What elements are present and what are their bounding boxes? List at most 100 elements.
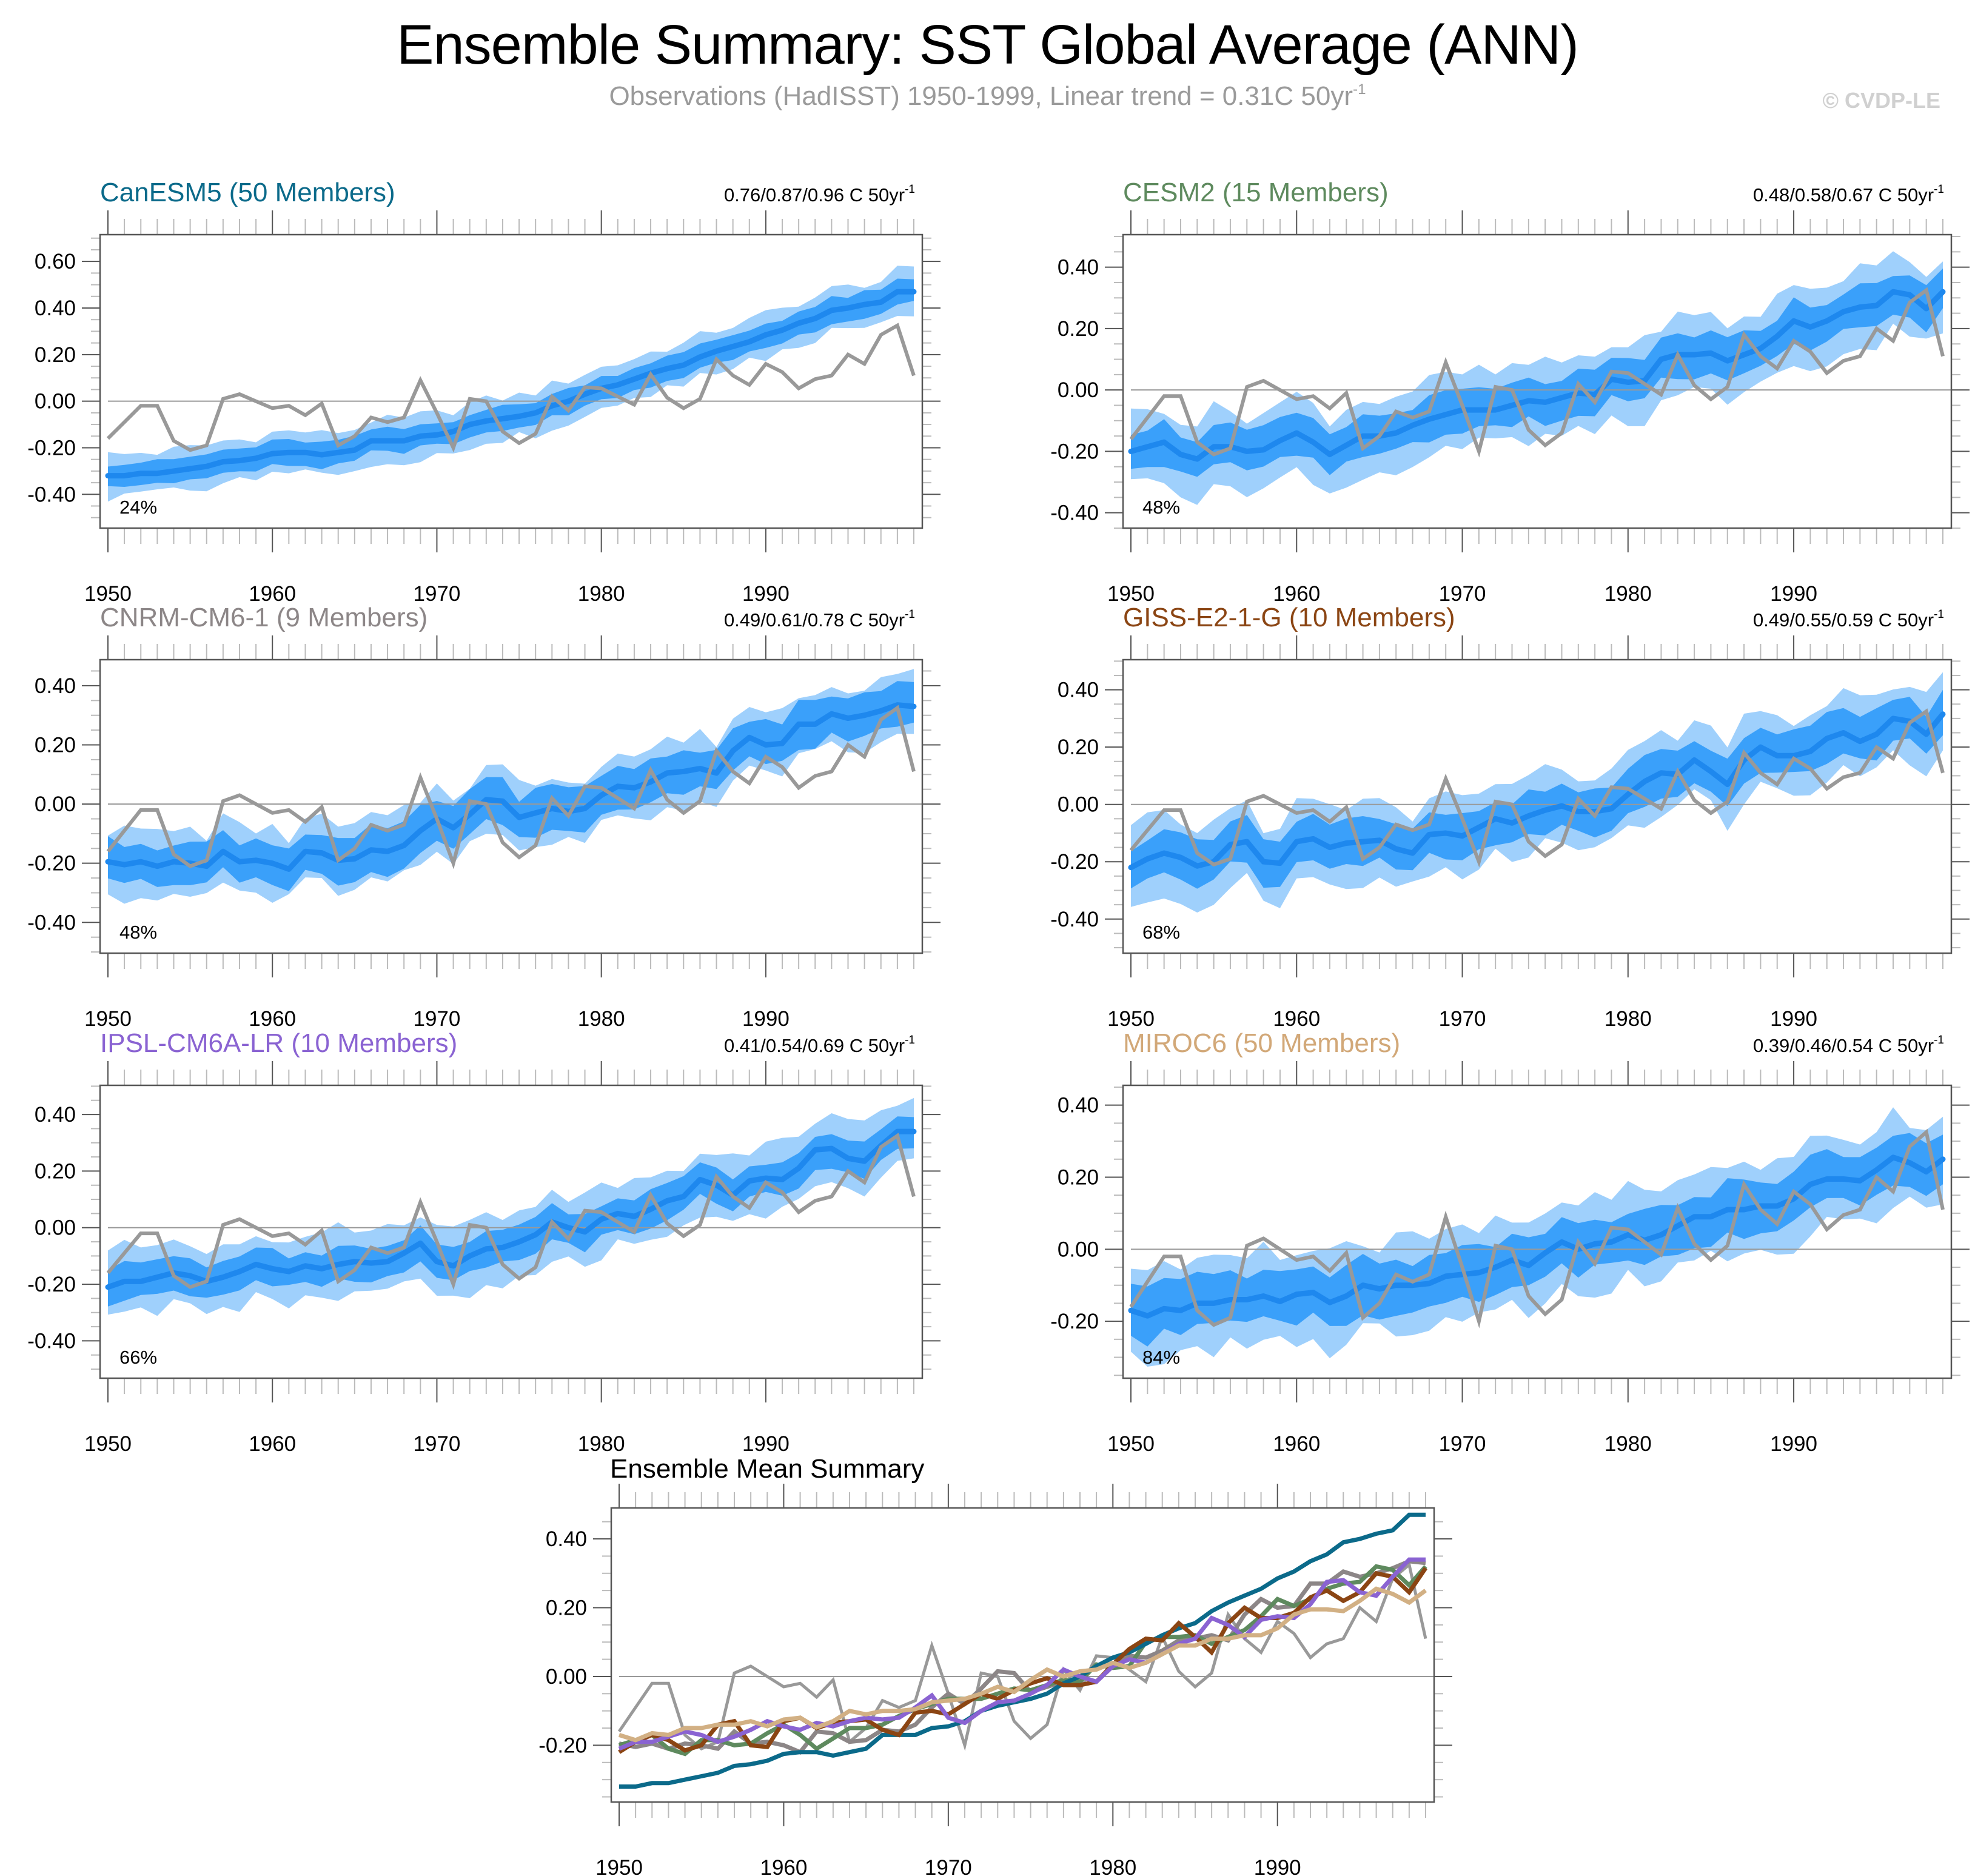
x-tick-label: 1980 [578,582,625,606]
y-tick-label: 0.40 [1058,678,1099,702]
trend-text: 0.49/0.61/0.78 C 50yr [724,609,905,631]
y-tick-label: -0.40 [27,483,76,506]
x-tick-label: 1960 [1273,582,1320,606]
copyright-label: © CVDP-LE [1822,88,1940,113]
trend-superscript: -1 [1934,1034,1944,1047]
x-tick-label: 1990 [1254,1856,1301,1876]
panel-title: CESM2 (15 Members) [1123,178,1389,207]
panel-ensemble-mean-summary: Ensemble Mean Summary 1950 1960 1970 1980 199… [538,1454,1452,1876]
x-tick-label: 1980 [578,1432,625,1456]
band-inner [108,681,914,891]
summary-title: Ensemble Mean Summary [610,1454,924,1484]
ensemble-mean-line [105,289,917,479]
y-tick-label: -0.40 [27,911,76,934]
summary-line-canesm5 [619,1512,1426,1789]
trend-label: 0.49/0.61/0.78 C 50yr-1 [724,608,915,631]
x-tick-label: 1950 [84,1432,132,1456]
x-tick-label: 1970 [1439,1432,1486,1456]
x-tick-label: 1990 [1770,1432,1817,1456]
y-tick-label: -0.40 [1050,501,1099,525]
y-tick-label: 0.00 [546,1665,587,1689]
y-tick-label: -0.20 [27,436,76,460]
band-inner [108,278,914,487]
band-inner [108,1116,914,1307]
x-tick-label: 1990 [742,1007,790,1031]
trend-superscript: -1 [905,1034,915,1047]
panel-miroc6: MIROC6 (50 Members) 0.39/0.46/0.54 C 50yr… [1050,1028,1970,1456]
panel-title: MIROC6 (50 Members) [1123,1028,1400,1058]
percent-label: 24% [119,497,157,518]
x-tick-label: 1970 [925,1856,972,1876]
subtitle-superscript: -1 [1353,81,1366,98]
plot-frame [99,658,924,954]
y-tick-label: 0.40 [35,1103,76,1127]
observations-line [106,705,916,869]
x-tick-label: 1990 [1770,582,1817,606]
trend-superscript: -1 [905,608,915,621]
y-tick-label: 0.20 [1058,317,1099,341]
y-tick-label: 0.20 [35,734,76,757]
y-tick-label: 0.20 [1058,735,1099,759]
panel-giss-e2-1-g: GISS-E2-1-G (10 Members) 0.49/0.55/0.59 C… [1050,603,1970,1031]
band-inner [1131,1133,1943,1347]
y-tick-label: 0.20 [35,343,76,367]
x-tick-label: 1990 [742,582,790,606]
y-tick-label: 0.00 [35,1216,76,1240]
ensemble-mean-line [105,702,917,872]
subtitle-text: Observations (HadISST) 1950-1999, Linear… [609,81,1353,112]
subtitle: Observations (HadISST) 1950-1999, Linear… [0,81,1975,112]
x-tick-label: 1960 [249,582,296,606]
x-tick-label: 1970 [1439,1007,1486,1031]
y-tick-label: 0.00 [1058,378,1099,402]
y-tick-label: -0.20 [1050,850,1099,874]
observations-line [1129,1128,1945,1328]
x-tick-label: 1950 [1107,582,1155,606]
x-tick-label: 1970 [414,1432,461,1456]
y-tick-label: 0.00 [35,792,76,816]
trend-text: 0.76/0.87/0.96 C 50yr [724,184,905,206]
y-tick-label: 0.40 [1058,1094,1099,1117]
percent-label: 84% [1142,1347,1180,1368]
y-tick-label: 0.40 [35,674,76,698]
percent-label: 68% [1142,922,1180,943]
y-tick-label: 0.00 [1058,793,1099,817]
main-title: Ensemble Summary: SST Global Average (AN… [397,14,1579,76]
observations-line [1129,287,1945,458]
panel-cnrm-cm6-1: CNRM-CM6-1 (9 Members) 0.49/0.61/0.78 C 5… [27,603,941,1031]
trend-superscript: -1 [905,183,915,196]
plot-frame [99,1084,924,1379]
x-tick-label: 1980 [578,1007,625,1031]
panel-title: CanESM5 (50 Members) [100,178,395,207]
y-tick-label: 0.00 [1058,1238,1099,1261]
x-tick-label: 1960 [1273,1432,1320,1456]
ensemble-mean-line [105,1128,917,1290]
trend-text: 0.41/0.54/0.69 C 50yr [724,1035,905,1056]
x-tick-label: 1970 [414,582,461,606]
trend-label: 0.76/0.87/0.96 C 50yr-1 [724,183,915,206]
x-tick-label: 1950 [84,582,132,606]
band-inner [1131,268,1943,477]
y-tick-label: -0.20 [1050,440,1099,463]
plot-frame [99,233,924,529]
y-tick-label: -0.20 [27,1273,76,1296]
trend-superscript: -1 [1934,608,1944,621]
y-tick-label: 0.00 [35,390,76,414]
panel-canesm5: CanESM5 (50 Members) 0.76/0.87/0.96 C 50y… [27,178,941,606]
panel-ipsl-cm6a-lr: IPSL-CM6A-LR (10 Members) 0.41/0.54/0.69 … [27,1028,941,1456]
band-inner [1131,689,1943,889]
x-tick-label: 1990 [742,1432,790,1456]
x-tick-label: 1960 [760,1856,807,1876]
trend-text: 0.49/0.55/0.59 C 50yr [1753,609,1934,631]
x-tick-label: 1980 [1604,1007,1652,1031]
panel-cesm2: CESM2 (15 Members) 0.48/0.58/0.67 C 50yr-… [1050,178,1970,606]
percent-label: 48% [1142,497,1180,518]
plot-frame [1122,658,1953,954]
y-tick-label: 0.20 [546,1596,587,1620]
y-tick-label: 0.40 [35,296,76,320]
trend-label: 0.41/0.54/0.69 C 50yr-1 [724,1034,915,1056]
summary-line-observations [617,1562,1427,1751]
trend-label: 0.49/0.55/0.59 C 50yr-1 [1753,608,1944,631]
y-tick-label: 0.40 [1058,256,1099,280]
y-tick-label: -0.20 [1050,1310,1099,1333]
